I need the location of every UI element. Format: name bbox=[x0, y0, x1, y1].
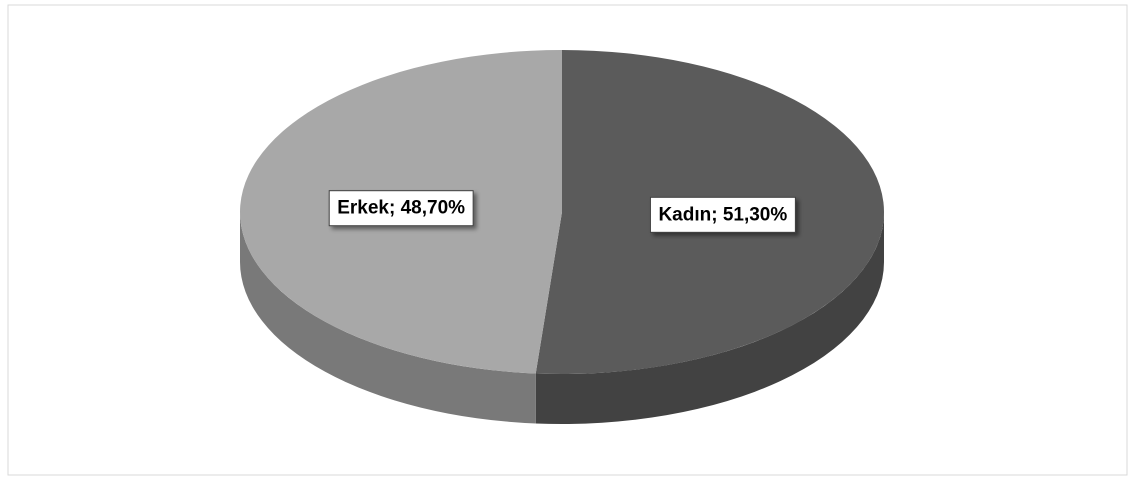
data-label-text: Erkek; 48,70% bbox=[337, 198, 465, 219]
pie-slice-side bbox=[240, 212, 536, 424]
data-label-text: Kadın; 51,30% bbox=[658, 204, 787, 225]
pie-slice-side bbox=[535, 212, 885, 424]
data-label-box bbox=[328, 190, 474, 227]
data-label-box bbox=[649, 196, 796, 233]
data-label: Erkek; 48,70% bbox=[328, 190, 474, 227]
data-label: Kadın; 51,30% bbox=[649, 196, 796, 233]
